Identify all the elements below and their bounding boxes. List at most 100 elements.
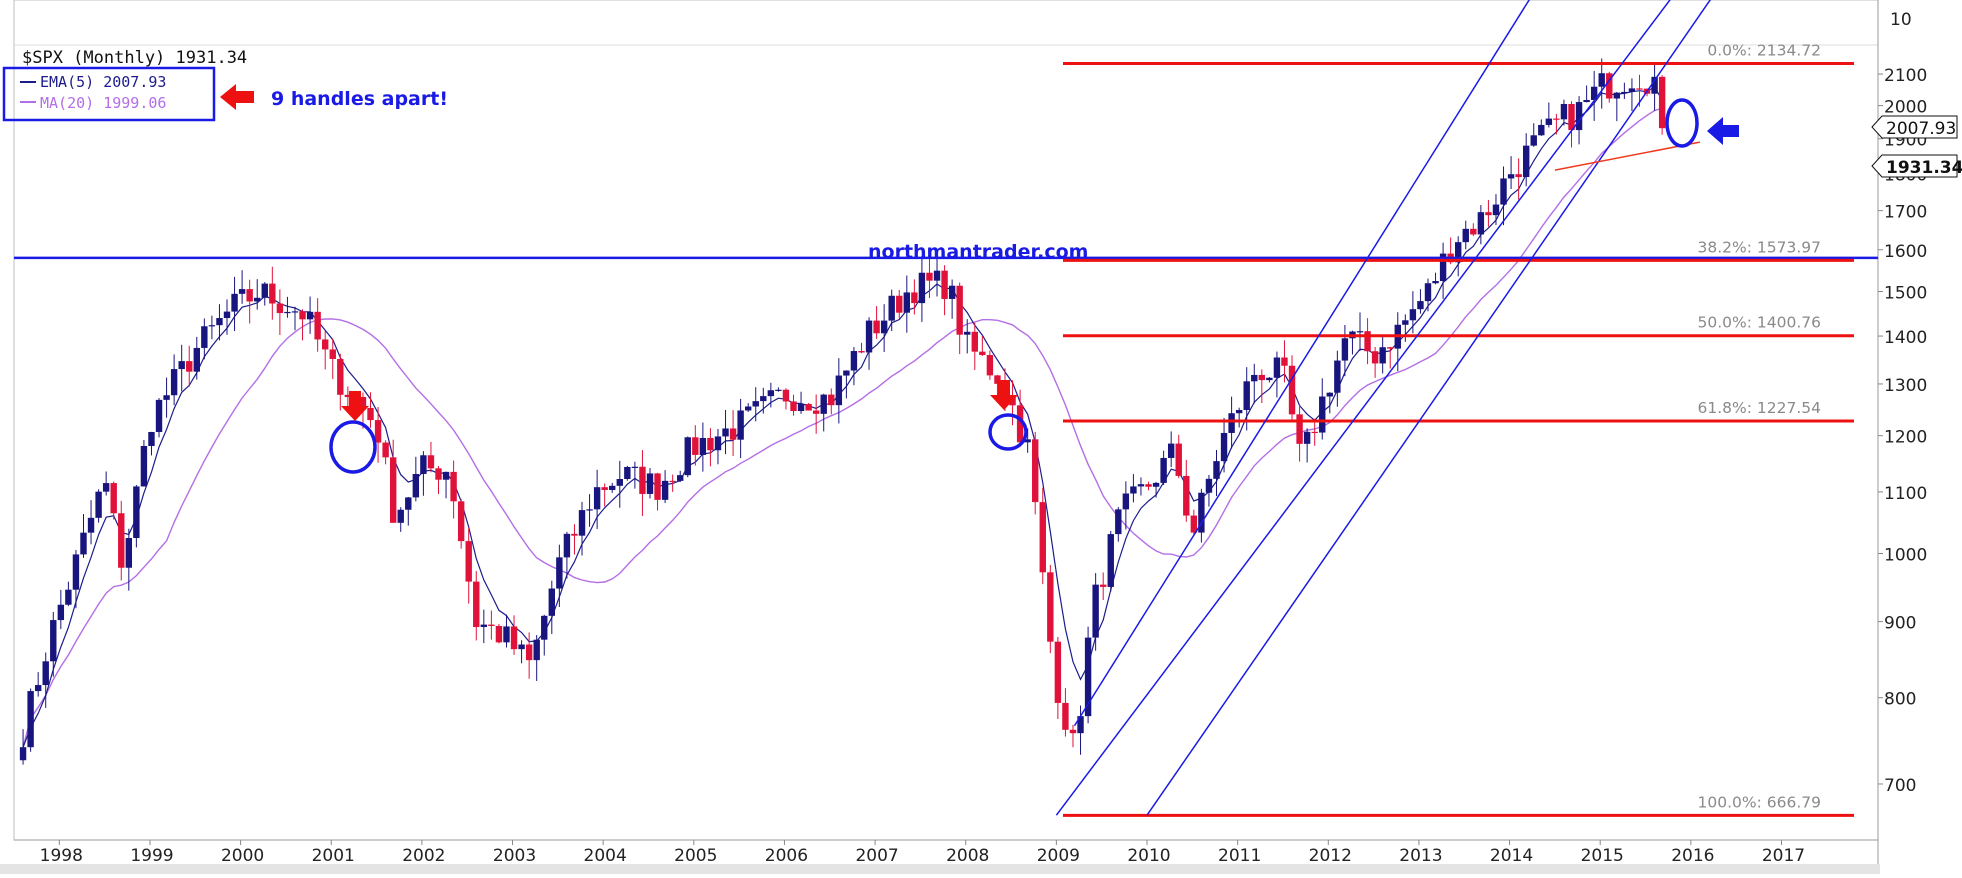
candle-body: [858, 351, 865, 353]
candle-body: [729, 428, 737, 440]
candle-body: [412, 473, 420, 498]
candle-body: [1258, 374, 1266, 381]
candle-body: [1016, 405, 1024, 443]
candle-body: [1507, 174, 1515, 179]
candle-body: [42, 661, 49, 686]
red-down-arrow-2000: [341, 391, 369, 421]
candle-body: [624, 466, 631, 480]
candle-body: [457, 501, 465, 542]
candle-body: [593, 487, 601, 510]
candle-body: [1167, 443, 1175, 458]
candle-body: [1356, 331, 1364, 333]
candle-body: [805, 404, 812, 411]
candle-body: [971, 331, 978, 352]
candle-body: [420, 455, 427, 474]
y-tick-label: 1100: [1884, 484, 1927, 504]
x-tick-label: 2001: [312, 846, 355, 866]
candle-body: [1084, 637, 1092, 717]
candle-body: [382, 442, 389, 458]
candle-body: [1409, 309, 1417, 321]
red-left-arrow: [220, 84, 254, 110]
candle-body: [1613, 92, 1621, 99]
candle-body: [646, 473, 654, 494]
candle-body: [533, 639, 540, 661]
candle-body: [465, 541, 472, 582]
candle-body: [1160, 457, 1167, 483]
candle-body: [374, 420, 382, 443]
candle-body: [1311, 431, 1318, 434]
candle-body: [639, 466, 646, 494]
candle-body: [616, 479, 623, 486]
candle-body: [1485, 212, 1492, 216]
candle-body: [1122, 493, 1130, 510]
candle-body: [367, 407, 374, 421]
candle-body: [389, 457, 397, 523]
x-tick-label: 2011: [1218, 846, 1261, 866]
x-tick-label: 2004: [584, 846, 627, 866]
candle-body: [1545, 118, 1553, 125]
candle-body: [1054, 641, 1062, 703]
red-down-arrow-2007: [990, 380, 1018, 410]
candle-body: [102, 483, 110, 492]
candle-body: [1273, 357, 1281, 378]
highlight-circle: [988, 413, 1028, 451]
candle-body: [1371, 351, 1379, 364]
candle-body: [238, 289, 246, 294]
candle-body: [1326, 392, 1333, 397]
candle-body: [948, 285, 956, 299]
candle-body: [1387, 347, 1394, 349]
y-tick-label: 2100: [1884, 66, 1927, 86]
candle-body: [1590, 86, 1598, 100]
candle-body: [873, 320, 880, 334]
candle-body: [201, 326, 208, 348]
candle-body: [1130, 486, 1137, 494]
x-tick-label: 2010: [1127, 846, 1170, 866]
candle-body: [563, 533, 571, 558]
candle-body: [1062, 702, 1069, 730]
candle-body: [790, 401, 797, 412]
candle-body: [1553, 118, 1560, 120]
candle-body: [148, 431, 155, 446]
ema-legend-label: EMA(5) 2007.93: [40, 73, 166, 91]
candle-body: [65, 589, 72, 605]
candle-body: [1032, 439, 1039, 503]
candle-body: [435, 468, 442, 480]
candle-body: [510, 626, 518, 650]
candle-body: [140, 445, 148, 487]
candle-body: [1303, 431, 1311, 444]
y-tick-label: 1200: [1884, 428, 1927, 448]
candle-body: [1560, 103, 1568, 120]
candle-body: [344, 394, 352, 398]
candle-body: [276, 303, 284, 314]
highlight-circle: [329, 420, 377, 474]
candle-body: [1047, 572, 1054, 642]
candle-body: [797, 404, 805, 412]
candle-body: [95, 491, 102, 518]
candle-body: [1235, 410, 1243, 414]
candle-body: [692, 437, 699, 455]
x-tick-label: 2016: [1671, 846, 1714, 866]
x-tick-label: 2013: [1399, 846, 1442, 866]
candle-body: [155, 399, 163, 432]
highlight-circle: [1665, 98, 1699, 148]
candle-body: [1213, 461, 1220, 479]
candle-body: [1092, 584, 1099, 638]
x-tick-label: 2000: [221, 846, 264, 866]
candle-body: [495, 625, 503, 643]
candle-body: [314, 311, 321, 340]
candle-body: [631, 466, 639, 468]
candle-body: [208, 325, 216, 327]
candle-body: [707, 437, 714, 451]
candle-body: [1296, 414, 1303, 444]
candle-body: [828, 394, 835, 406]
candle-body: [284, 311, 291, 314]
candle-body: [1417, 301, 1424, 310]
candle-body: [609, 485, 616, 490]
candle-body: [186, 361, 193, 372]
candle-body: [1470, 228, 1477, 235]
candle-body: [1115, 509, 1122, 535]
candle-body: [1341, 338, 1349, 361]
price-tag-label: 2007.93: [1886, 119, 1956, 139]
y-tick-label: 700: [1884, 776, 1916, 796]
